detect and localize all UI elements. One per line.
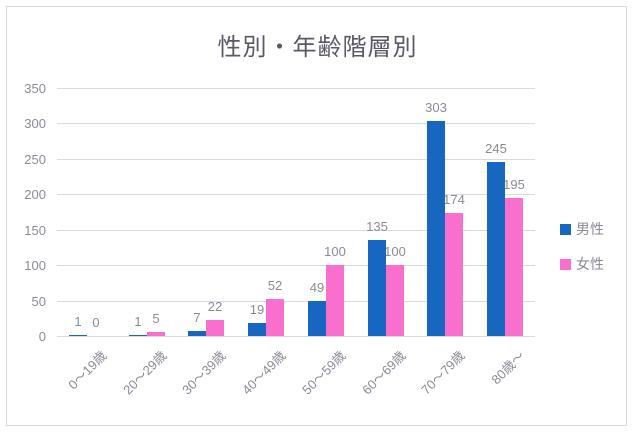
chart-frame <box>6 6 627 426</box>
bar-male-1 <box>129 335 147 336</box>
bar-label-male-7: 245 <box>485 141 507 156</box>
gridline-50 <box>57 301 535 302</box>
legend-label-female: 女性 <box>576 256 604 272</box>
bar-label-male-4: 49 <box>309 280 325 295</box>
y-axis-label-50: 50 <box>31 294 46 309</box>
bar-label-female-5: 100 <box>384 244 406 259</box>
legend: 男性 女性 <box>560 219 604 274</box>
bar-male-4 <box>308 301 326 336</box>
legend-label-male: 男性 <box>576 221 604 237</box>
bar-label-female-0: 0 <box>92 315 100 330</box>
gridline-300 <box>57 123 535 124</box>
chart-title: 性別・年齢階層別 <box>217 34 418 61</box>
y-axis-label-200: 200 <box>24 187 46 202</box>
bar-label-male-5: 135 <box>366 219 388 234</box>
y-axis-label-100: 100 <box>24 258 46 273</box>
legend-item-female: 女性 <box>560 254 604 274</box>
legend-item-male: 男性 <box>560 219 604 239</box>
bar-male-2 <box>188 331 206 336</box>
y-axis-label-300: 300 <box>24 116 46 131</box>
plot-area: 0 50 100 150 200 250 300 350 1 1 7 19 49 135 303 245 0 5 2… <box>24 81 535 397</box>
bar-female-6 <box>445 213 463 336</box>
bar-female-1 <box>147 332 165 336</box>
bar-label-female-3: 52 <box>267 278 283 293</box>
bar-label-male-3: 19 <box>249 302 265 317</box>
legend-swatch-male-icon <box>560 223 571 235</box>
y-axis-label-150: 150 <box>24 223 46 238</box>
gridline-100 <box>57 265 535 266</box>
bar-label-female-4: 100 <box>324 244 346 259</box>
bar-male-3 <box>248 323 266 336</box>
bar-label-female-7: 195 <box>503 177 525 192</box>
y-axis-label-250: 250 <box>24 152 46 167</box>
bar-female-4 <box>326 265 344 336</box>
bar-label-female-2: 22 <box>207 299 223 314</box>
bar-female-3 <box>266 299 284 336</box>
bar-male-0 <box>69 335 87 336</box>
bar-label-female-6: 174 <box>443 192 465 207</box>
gridline-0 <box>57 336 535 337</box>
legend-swatch-female-icon <box>560 258 571 270</box>
bar-label-female-1: 5 <box>152 311 160 326</box>
gridline-250 <box>57 159 535 160</box>
gridline-200 <box>57 194 535 195</box>
bar-male-7 <box>487 162 505 336</box>
bar-male-5 <box>368 240 386 336</box>
bar-female-2 <box>206 320 224 336</box>
bar-label-male-2: 7 <box>193 310 201 325</box>
y-axis-label-350: 350 <box>24 81 46 96</box>
bar-female-7 <box>505 198 523 336</box>
y-axis-label-0: 0 <box>38 329 46 344</box>
bar-label-male-1: 1 <box>134 314 142 329</box>
bar-male-6 <box>427 121 445 336</box>
bar-label-male-0: 1 <box>74 314 82 329</box>
bar-label-male-6: 303 <box>425 100 447 115</box>
gridline-150 <box>57 230 535 231</box>
bar-female-5 <box>386 265 404 336</box>
gridline-350 <box>57 88 535 89</box>
